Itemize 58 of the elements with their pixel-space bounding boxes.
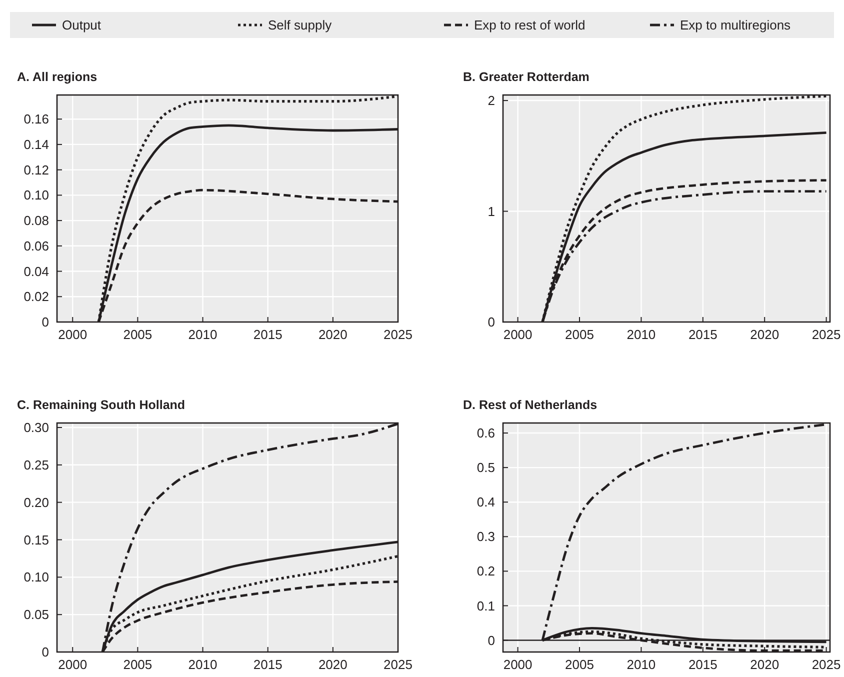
y-tick-label: 0.06: [24, 238, 49, 254]
x-tick-label: 2025: [384, 657, 412, 672]
y-tick-label: 0.10: [24, 570, 49, 585]
y-tick-label: 0: [488, 314, 495, 330]
y-tick-label: 0.3: [476, 529, 495, 544]
y-tick-label: 0.5: [476, 460, 495, 476]
y-tick-label: 0.02: [24, 289, 49, 304]
x-tick-label: 2005: [123, 327, 152, 342]
y-tick-label: 0.15: [24, 532, 49, 548]
chart-title: A. All regions: [17, 70, 98, 84]
x-tick-label: 2020: [750, 657, 780, 672]
chart-title: C. Remaining South Holland: [17, 398, 186, 412]
x-tick-label: 2000: [503, 657, 532, 672]
x-tick-label: 2000: [503, 327, 532, 342]
chart-title: D. Rest of Netherlands: [463, 398, 598, 412]
y-tick-label: 0.30: [24, 420, 49, 436]
y-tick-label: 0.10: [24, 188, 49, 203]
x-tick-label: 2005: [565, 657, 594, 672]
x-tick-label: 2010: [188, 657, 218, 672]
legend-label: Output: [62, 18, 102, 33]
y-tick-label: 0: [42, 644, 49, 660]
x-tick-label: 2020: [318, 327, 348, 342]
y-tick-label: 0.05: [24, 607, 49, 622]
x-tick-label: 2015: [688, 327, 718, 342]
x-tick-label: 2010: [188, 327, 218, 342]
x-tick-label: 2020: [318, 657, 348, 672]
x-tick-label: 2025: [384, 327, 412, 342]
chart-title: B. Greater Rotterdam: [463, 70, 590, 84]
y-tick-label: 0.25: [24, 457, 49, 472]
y-tick-label: 0: [42, 314, 49, 330]
y-tick-label: 1: [488, 204, 495, 219]
x-tick-label: 2010: [626, 657, 656, 672]
legend-label: Self supply: [268, 18, 332, 33]
x-tick-label: 2015: [688, 657, 718, 672]
x-tick-label: 2000: [58, 657, 88, 672]
y-tick-label: 0.16: [24, 112, 49, 127]
x-tick-label: 2005: [123, 657, 152, 672]
x-tick-label: 2015: [253, 327, 282, 342]
x-tick-label: 2015: [253, 657, 282, 672]
y-tick-label: 0.4: [476, 494, 495, 510]
y-tick-label: 0.04: [24, 264, 49, 279]
x-tick-label: 2020: [750, 327, 780, 342]
y-tick-label: 0.6: [476, 426, 495, 441]
y-tick-label: 0: [488, 632, 495, 648]
x-tick-label: 2025: [812, 327, 841, 342]
x-tick-label: 2025: [812, 657, 841, 672]
x-tick-label: 2010: [626, 327, 656, 342]
x-tick-label: 2000: [58, 327, 88, 342]
y-tick-label: 0.14: [24, 137, 49, 152]
x-tick-label: 2005: [565, 327, 594, 342]
y-tick-label: 0.20: [24, 494, 49, 510]
y-tick-label: 0.1: [476, 598, 495, 614]
legend-label: Exp to multiregions: [680, 18, 792, 33]
y-tick-label: 0.08: [24, 213, 49, 228]
y-tick-label: 2: [488, 93, 495, 108]
y-tick-label: 0.12: [24, 162, 49, 178]
legend-label: Exp to rest of world: [474, 18, 586, 33]
y-tick-label: 0.2: [476, 564, 495, 579]
